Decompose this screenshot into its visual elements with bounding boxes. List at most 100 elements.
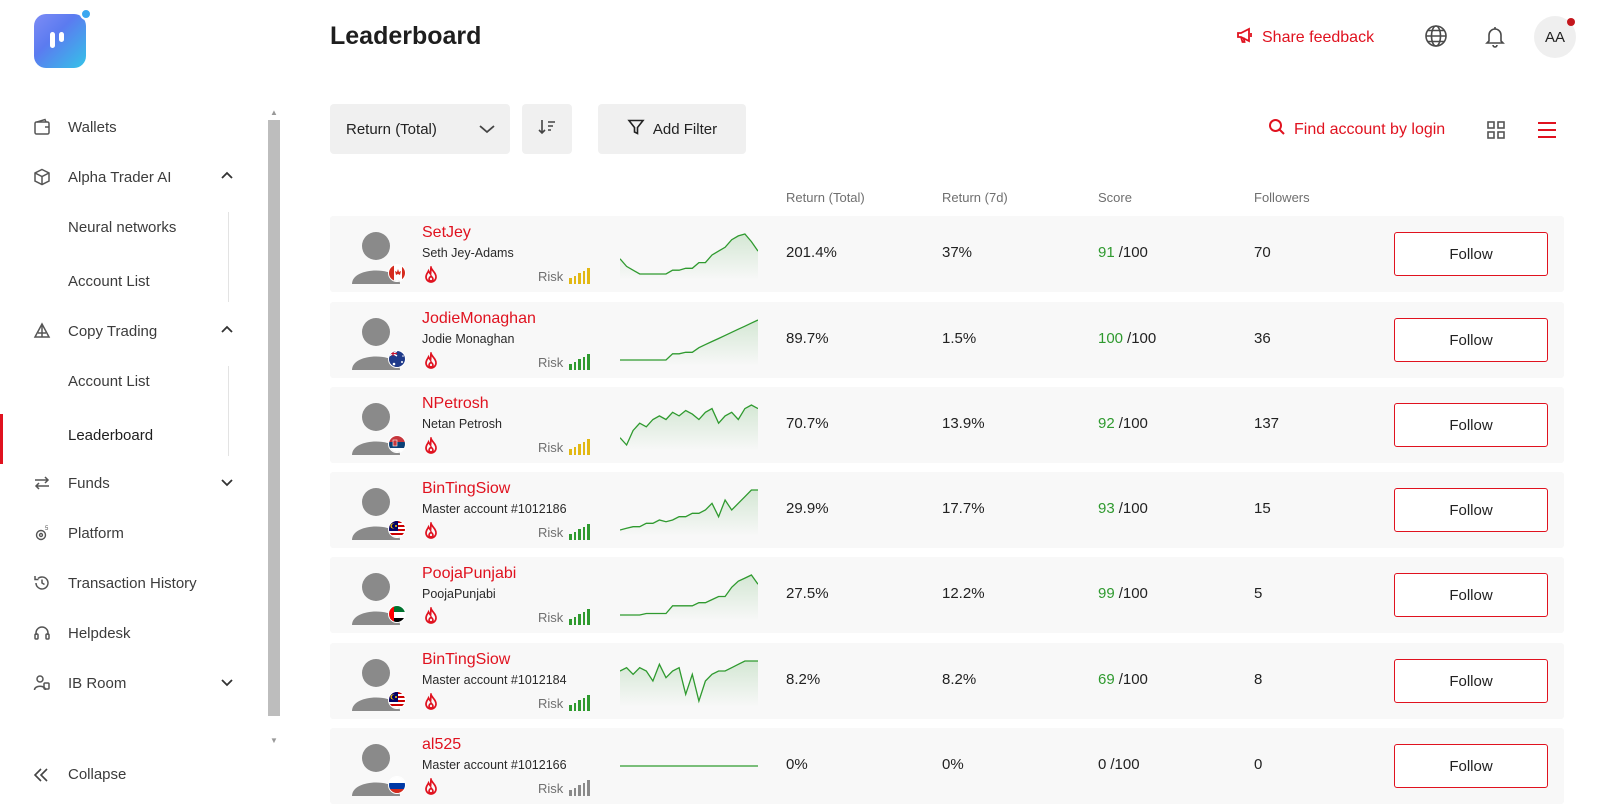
follow-button[interactable]: Follow (1394, 488, 1548, 532)
account-login-link[interactable]: SetJey (422, 224, 471, 241)
app-logo[interactable] (34, 8, 92, 68)
score-number: 93 (1098, 500, 1115, 517)
add-filter-button[interactable]: Add Filter (598, 104, 746, 154)
sidebar-item-ib-room[interactable]: IB Room (0, 658, 260, 708)
leaderboard-row[interactable]: NPetrosh Netan Petrosh Risk 70.7% 13.9% 92/10… (330, 387, 1564, 463)
account-name: Netan Petrosh (422, 417, 502, 431)
filter-icon (627, 118, 653, 140)
return-total-value: 8.2% (786, 671, 821, 688)
sidebar-item-copy-trading[interactable]: Copy Trading (0, 306, 260, 356)
score-max: /100 (1110, 756, 1140, 773)
return-7d-value: 8.2% (942, 671, 977, 688)
account-login-link[interactable]: al525 (422, 736, 462, 753)
sidebar-subitem-neural-networks[interactable]: Neural networks (0, 202, 260, 252)
leaderboard-row[interactable]: JodieMonaghan Jodie Monaghan Risk 89.7% 1.5%… (330, 302, 1564, 378)
scroll-down-arrow[interactable]: ▼ (270, 736, 278, 745)
flag-malaysia-icon (388, 520, 406, 538)
column-header-score[interactable]: Score (1098, 190, 1132, 205)
collapse-button[interactable]: Collapse (0, 758, 260, 792)
follow-button[interactable]: Follow (1394, 573, 1548, 617)
score-max: /100 (1118, 500, 1148, 517)
list-view-icon[interactable] (1536, 120, 1558, 140)
column-header-return-7d[interactable]: Return (7d) (942, 190, 1008, 205)
sort-direction-button[interactable] (522, 104, 572, 154)
risk-indicator: Risk (538, 524, 592, 540)
sidebar-subitem-leaderboard[interactable]: Leaderboard (0, 410, 260, 460)
scroll-up-arrow[interactable]: ▲ (270, 108, 278, 117)
followers-value: 5 (1254, 585, 1263, 602)
sidebar-item-alpha-trader-ai[interactable]: Alpha Trader AI (0, 152, 260, 202)
account-login-link[interactable]: NPetrosh (422, 395, 489, 412)
user-avatar[interactable]: AA (1534, 16, 1576, 58)
leaderboard-row[interactable]: BinTingSiow Master account #1012186 Risk 29… (330, 472, 1564, 548)
flag-canada-icon (388, 264, 406, 282)
return-total-value: 29.9% (786, 500, 829, 517)
score-number: 69 (1098, 671, 1115, 688)
globe-icon[interactable] (1424, 24, 1448, 48)
chevron-down-icon (220, 675, 236, 691)
share-feedback-link[interactable]: Share feedback (1236, 26, 1374, 49)
risk-indicator: Risk (538, 268, 592, 284)
flame-icon (423, 605, 439, 625)
column-header-return-total[interactable]: Return (Total) (786, 190, 865, 205)
megaphone-icon (1236, 26, 1262, 49)
account-name: Seth Jey-Adams (422, 246, 514, 260)
leaderboard-row[interactable]: SetJey Seth Jey-Adams Risk 201.4% 37% 91/100 7… (330, 216, 1564, 292)
score-number: 92 (1098, 415, 1115, 432)
add-filter-label: Add Filter (652, 120, 718, 138)
return-sparkline (620, 314, 759, 366)
sort-field-select[interactable]: Return (Total) (330, 104, 510, 154)
flame-icon (423, 691, 439, 711)
sidebar-item-helpdesk[interactable]: Helpdesk (0, 608, 260, 658)
sidebar-item-wallets[interactable]: Wallets (0, 102, 260, 152)
signal-bars-icon (569, 268, 592, 284)
column-header-followers[interactable]: Followers (1254, 190, 1310, 205)
sidebar-subitem-copy-account-list[interactable]: Account List (0, 356, 260, 406)
follow-button[interactable]: Follow (1394, 232, 1548, 276)
account-login-link[interactable]: PoojaPunjabi (422, 565, 517, 582)
score-value: 92/100 (1098, 415, 1148, 432)
follow-button[interactable]: Follow (1394, 403, 1548, 447)
bell-icon[interactable] (1483, 24, 1507, 48)
sidebar-item-platform[interactable]: 5 Platform (0, 508, 260, 558)
return-sparkline (619, 399, 759, 451)
svg-text:5: 5 (45, 526, 49, 532)
follow-button[interactable]: Follow (1394, 318, 1548, 362)
follow-button[interactable]: Follow (1394, 659, 1548, 703)
leaderboard-row[interactable]: al525 Master account #1012166 Risk 0% 0% 0/10… (330, 728, 1564, 804)
account-name: PoojaPunjabi (422, 587, 496, 601)
account-login-link[interactable]: BinTingSiow (422, 480, 511, 497)
score-max: /100 (1118, 585, 1148, 602)
leaderboard-row[interactable]: PoojaPunjabi PoojaPunjabi Risk 27.5% 12.2% 99… (330, 557, 1564, 633)
follow-button[interactable]: Follow (1394, 744, 1548, 788)
chevron-down-icon (478, 121, 496, 142)
grid-view-icon[interactable] (1486, 120, 1506, 140)
flag-russia-icon (388, 776, 406, 794)
account-login-link[interactable]: JodieMonaghan (422, 310, 536, 327)
score-max: /100 (1118, 415, 1148, 432)
score-value: 99/100 (1098, 585, 1148, 602)
followers-value: 36 (1254, 330, 1271, 347)
signal-bars-icon (569, 354, 592, 370)
return-sparkline (620, 740, 758, 792)
logo-dot (80, 8, 92, 20)
find-account-button[interactable]: Find account by login (1268, 118, 1445, 141)
headset-icon (32, 623, 52, 643)
risk-label: Risk (538, 440, 564, 455)
score-number: 0 (1098, 756, 1107, 773)
sidebar-scrollbar-thumb[interactable] (268, 120, 280, 716)
return-sparkline (620, 569, 759, 621)
search-icon (1268, 118, 1294, 141)
account-login-link[interactable]: BinTingSiow (422, 651, 511, 668)
sidebar-item-transaction-history[interactable]: Transaction History (0, 558, 260, 608)
leaderboard-row[interactable]: BinTingSiow Master account #1012184 Risk 8.… (330, 643, 1564, 719)
sidebar-subitem-alpha-account-list[interactable]: Account List (0, 256, 260, 306)
return-7d-value: 13.9% (942, 415, 985, 432)
copy-trading-icon (32, 321, 52, 341)
risk-indicator: Risk (538, 354, 592, 370)
sidebar-item-funds[interactable]: Funds (0, 458, 260, 508)
risk-label: Risk (538, 269, 564, 284)
chevron-up-icon (220, 169, 236, 185)
risk-label: Risk (538, 610, 564, 625)
score-max: /100 (1118, 244, 1148, 261)
